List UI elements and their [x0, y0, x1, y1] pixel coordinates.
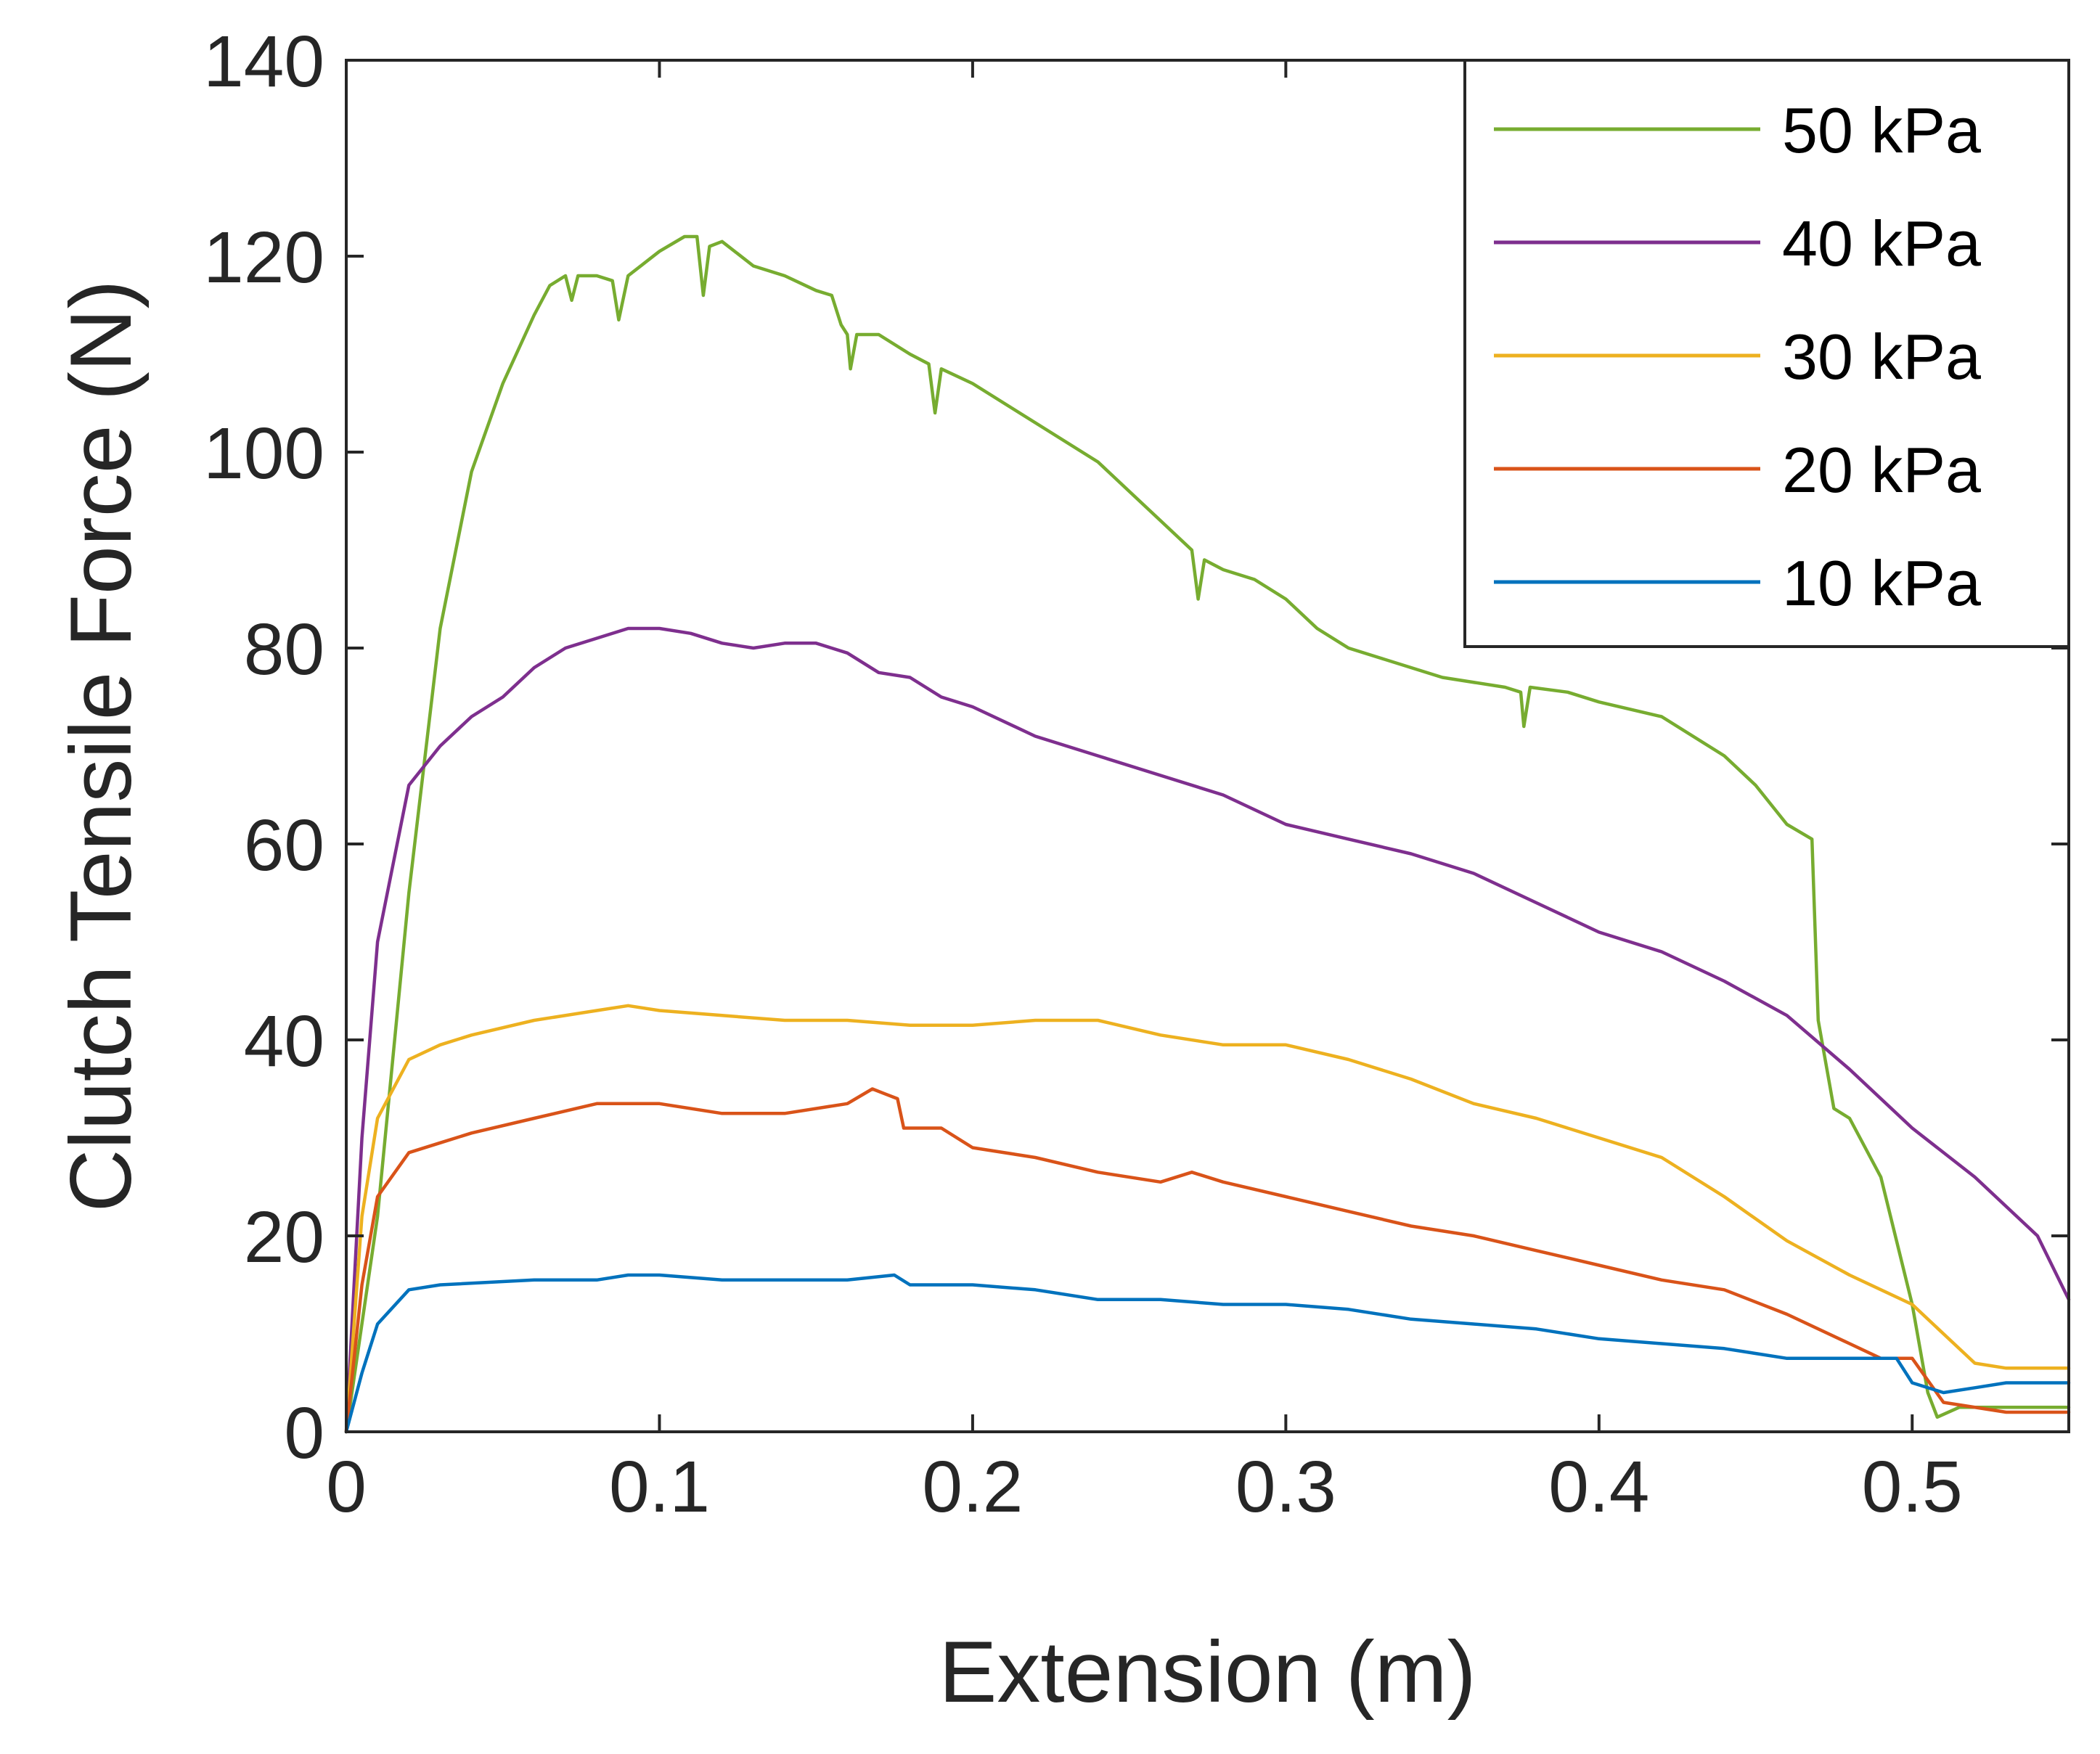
axes-group	[345, 59, 2070, 1433]
legend-box	[1463, 59, 2070, 648]
legend-label-40-kpa: 40 kPa	[1782, 208, 1981, 279]
y-tick-label: 20	[244, 1197, 324, 1278]
legend-label-20-kpa: 20 kPa	[1782, 434, 1981, 506]
x-tick-label: 0.4	[1548, 1446, 1649, 1528]
y-tick-label: 100	[203, 413, 324, 494]
tick-labels-group: 0 0.1 0.2 0.3 0.4 0.5 0 20 40 60 80 100 120 140	[203, 21, 1963, 1528]
plot-area-box	[345, 59, 2070, 1433]
x-axis-title: Extension (m)	[939, 1623, 1476, 1721]
legend-label-30-kpa: 30 kPa	[1782, 321, 1981, 393]
y-tick-label: 80	[244, 609, 324, 690]
series-line-30-kpa	[344, 1004, 2071, 1434]
series-line-50-kpa	[344, 234, 2071, 1434]
y-tick-label: 40	[244, 1001, 324, 1082]
legend: 50 kPa 40 kPa 30 kPa 20 kPa 10 kPa	[1463, 59, 2070, 648]
y-tick-label: 0	[284, 1393, 324, 1474]
x-tick-label: 0.3	[1235, 1446, 1336, 1528]
x-tick-label: 0.1	[609, 1446, 710, 1528]
y-axis-title: Clutch Tensile Force (N)	[52, 280, 150, 1213]
x-tick-label: 0.5	[1862, 1446, 1963, 1528]
series-line-10-kpa	[344, 1273, 2071, 1434]
y-tick-label: 60	[244, 805, 324, 886]
series-group	[344, 234, 2071, 1434]
legend-label-50-kpa: 50 kPa	[1782, 94, 1981, 166]
x-tick-label: 0.2	[922, 1446, 1023, 1528]
y-tick-label: 120	[203, 217, 324, 298]
series-line-40-kpa	[344, 626, 2071, 1434]
x-tick-label: 0	[326, 1446, 367, 1528]
legend-label-10-kpa: 10 kPa	[1782, 547, 1981, 619]
series-line-20-kpa	[344, 1087, 2071, 1434]
y-tick-label: 140	[203, 21, 324, 102]
